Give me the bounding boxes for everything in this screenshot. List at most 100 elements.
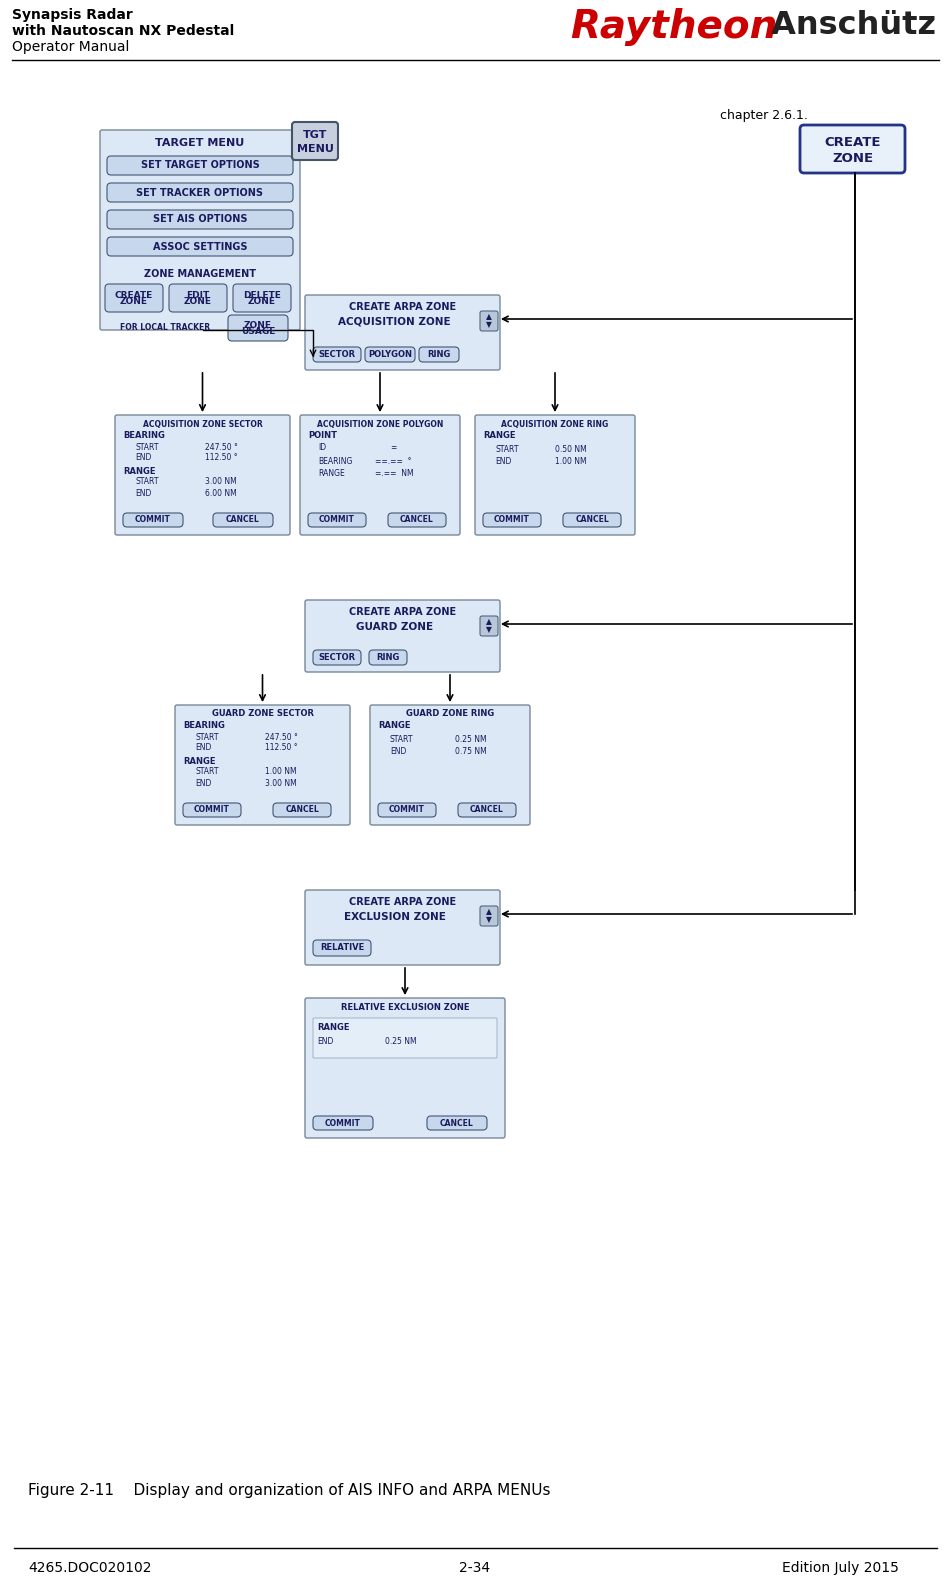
Text: COMMIT: COMMIT [320,515,355,525]
FancyBboxPatch shape [370,705,530,826]
Text: TGT: TGT [302,130,327,140]
Text: COMMIT: COMMIT [389,805,425,815]
Text: Raytheon: Raytheon [570,8,777,46]
Text: 247.50 °: 247.50 ° [265,732,298,741]
Text: MENU: MENU [297,145,334,154]
Text: USAGE: USAGE [241,328,275,337]
Text: FOR LOCAL TRACKER: FOR LOCAL TRACKER [120,323,210,333]
FancyBboxPatch shape [105,285,163,312]
Text: GUARD ZONE RING: GUARD ZONE RING [406,710,495,719]
FancyBboxPatch shape [213,512,273,527]
FancyBboxPatch shape [107,237,293,256]
Text: SET AIS OPTIONS: SET AIS OPTIONS [153,215,247,224]
Text: 247.50 °: 247.50 ° [205,442,238,452]
Text: 112.50 °: 112.50 ° [205,453,238,463]
Text: START: START [390,735,414,745]
Text: 0.25 NM: 0.25 NM [385,1037,417,1047]
Text: START: START [135,442,159,452]
FancyBboxPatch shape [313,940,371,956]
FancyBboxPatch shape [305,294,500,371]
FancyBboxPatch shape [480,310,498,331]
FancyBboxPatch shape [313,651,361,665]
FancyBboxPatch shape [305,998,505,1138]
FancyBboxPatch shape [100,130,300,329]
Text: ACQUISITION ZONE POLYGON: ACQUISITION ZONE POLYGON [317,420,443,428]
FancyBboxPatch shape [475,415,635,535]
FancyBboxPatch shape [378,803,436,818]
Text: END: END [135,453,151,463]
Text: END: END [317,1037,334,1047]
Text: ZONE: ZONE [120,298,148,307]
Text: 1.00 NM: 1.00 NM [555,458,587,466]
Text: SET TARGET OPTIONS: SET TARGET OPTIONS [141,161,260,170]
Text: chapter 2.6.1.: chapter 2.6.1. [720,108,808,121]
Text: ▲: ▲ [486,907,492,916]
Text: ACQUISITION ZONE RING: ACQUISITION ZONE RING [501,420,609,428]
Text: CANCEL: CANCEL [470,805,504,815]
Text: CANCEL: CANCEL [226,515,260,525]
Text: EDIT: EDIT [186,291,209,299]
Text: ZONE: ZONE [248,298,276,307]
Text: Edition July 2015: Edition July 2015 [782,1561,899,1575]
FancyBboxPatch shape [305,889,500,966]
Text: 3.00 NM: 3.00 NM [265,778,297,788]
Text: ASSOC SETTINGS: ASSOC SETTINGS [153,242,247,251]
FancyBboxPatch shape [388,512,446,527]
FancyBboxPatch shape [480,616,498,636]
Text: COMMIT: COMMIT [135,515,171,525]
Text: ==.==  °: ==.== ° [375,458,412,466]
FancyBboxPatch shape [107,156,293,175]
Text: ▼: ▼ [486,625,492,635]
Text: TARGET MENU: TARGET MENU [155,138,244,148]
Text: Anschütz: Anschütz [760,10,936,41]
Text: START: START [195,767,219,776]
Text: POINT: POINT [308,431,337,441]
FancyBboxPatch shape [800,126,905,173]
Text: SECTOR: SECTOR [319,350,356,360]
Text: BEARING: BEARING [318,458,353,466]
FancyBboxPatch shape [300,415,460,535]
Text: Figure 2-11    Display and organization of AIS INFO and ARPA MENUs: Figure 2-11 Display and organization of … [28,1483,551,1497]
Text: with Nautoscan NX Pedestal: with Nautoscan NX Pedestal [12,24,234,38]
Text: CANCEL: CANCEL [285,805,319,815]
Text: RELATIVE EXCLUSION ZONE: RELATIVE EXCLUSION ZONE [340,1002,469,1012]
Text: Synapsis Radar: Synapsis Radar [12,8,133,22]
Text: END: END [495,458,512,466]
FancyBboxPatch shape [123,512,183,527]
Text: 2-34: 2-34 [459,1561,491,1575]
Text: CREATE ARPA ZONE: CREATE ARPA ZONE [349,897,456,907]
Text: RANGE: RANGE [318,469,345,479]
FancyBboxPatch shape [107,210,293,229]
FancyBboxPatch shape [313,1115,373,1130]
Text: COMMIT: COMMIT [194,805,230,815]
Text: ▼: ▼ [486,320,492,329]
Text: END: END [135,488,151,498]
FancyBboxPatch shape [369,651,407,665]
FancyBboxPatch shape [273,803,331,818]
Text: 0.75 NM: 0.75 NM [455,748,487,756]
Text: =: = [390,444,397,452]
FancyBboxPatch shape [292,123,338,161]
Text: START: START [495,445,518,455]
Text: =.==  NM: =.== NM [375,469,414,479]
Text: RANGE: RANGE [317,1023,350,1031]
Text: EXCLUSION ZONE: EXCLUSION ZONE [343,912,445,923]
Text: BEARING: BEARING [123,431,165,441]
Text: CANCEL: CANCEL [575,515,609,525]
Text: RANGE: RANGE [183,756,216,765]
Text: GUARD ZONE: GUARD ZONE [356,622,433,632]
Text: RING: RING [427,350,451,360]
Text: BEARING: BEARING [183,721,224,730]
Text: ACQUISITION ZONE SECTOR: ACQUISITION ZONE SECTOR [143,420,262,428]
Text: GUARD ZONE SECTOR: GUARD ZONE SECTOR [211,710,314,719]
FancyBboxPatch shape [305,600,500,671]
FancyBboxPatch shape [427,1115,487,1130]
FancyBboxPatch shape [233,285,291,312]
Text: SECTOR: SECTOR [319,652,356,662]
FancyBboxPatch shape [308,512,366,527]
Text: Operator Manual: Operator Manual [12,40,129,54]
Text: 0.50 NM: 0.50 NM [555,445,587,455]
Text: END: END [195,778,211,788]
Text: ▼: ▼ [486,915,492,924]
Text: START: START [135,477,159,487]
